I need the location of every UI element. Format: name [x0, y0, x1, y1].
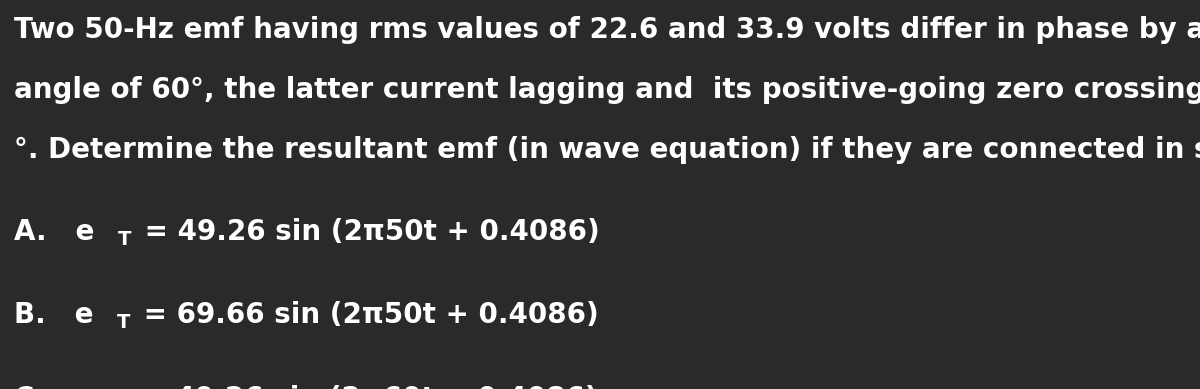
- Text: °. Determine the resultant emf (in wave equation) if they are connected in serie: °. Determine the resultant emf (in wave …: [14, 136, 1200, 164]
- Text: = 49.26 sin (2π50t + 0.4086): = 49.26 sin (2π50t + 0.4086): [136, 218, 600, 246]
- Text: = 69.66 sin (2π50t + 0.4086): = 69.66 sin (2π50t + 0.4086): [134, 301, 599, 329]
- Text: = 49.26 sin (2π60t + 0.4086): = 49.26 sin (2π60t + 0.4086): [133, 385, 598, 389]
- Text: B.   e: B. e: [14, 301, 94, 329]
- Text: A.   e: A. e: [14, 218, 95, 246]
- Text: T: T: [116, 313, 131, 332]
- Text: C.   e: C. e: [14, 385, 94, 389]
- Text: Two 50-Hz emf having rms values of 22.6 and 33.9 volts differ in phase by an: Two 50-Hz emf having rms values of 22.6 …: [14, 16, 1200, 44]
- Text: T: T: [118, 230, 132, 249]
- Text: angle of 60°, the latter current lagging and  its positive-going zero crossing  : angle of 60°, the latter current lagging…: [14, 76, 1200, 104]
